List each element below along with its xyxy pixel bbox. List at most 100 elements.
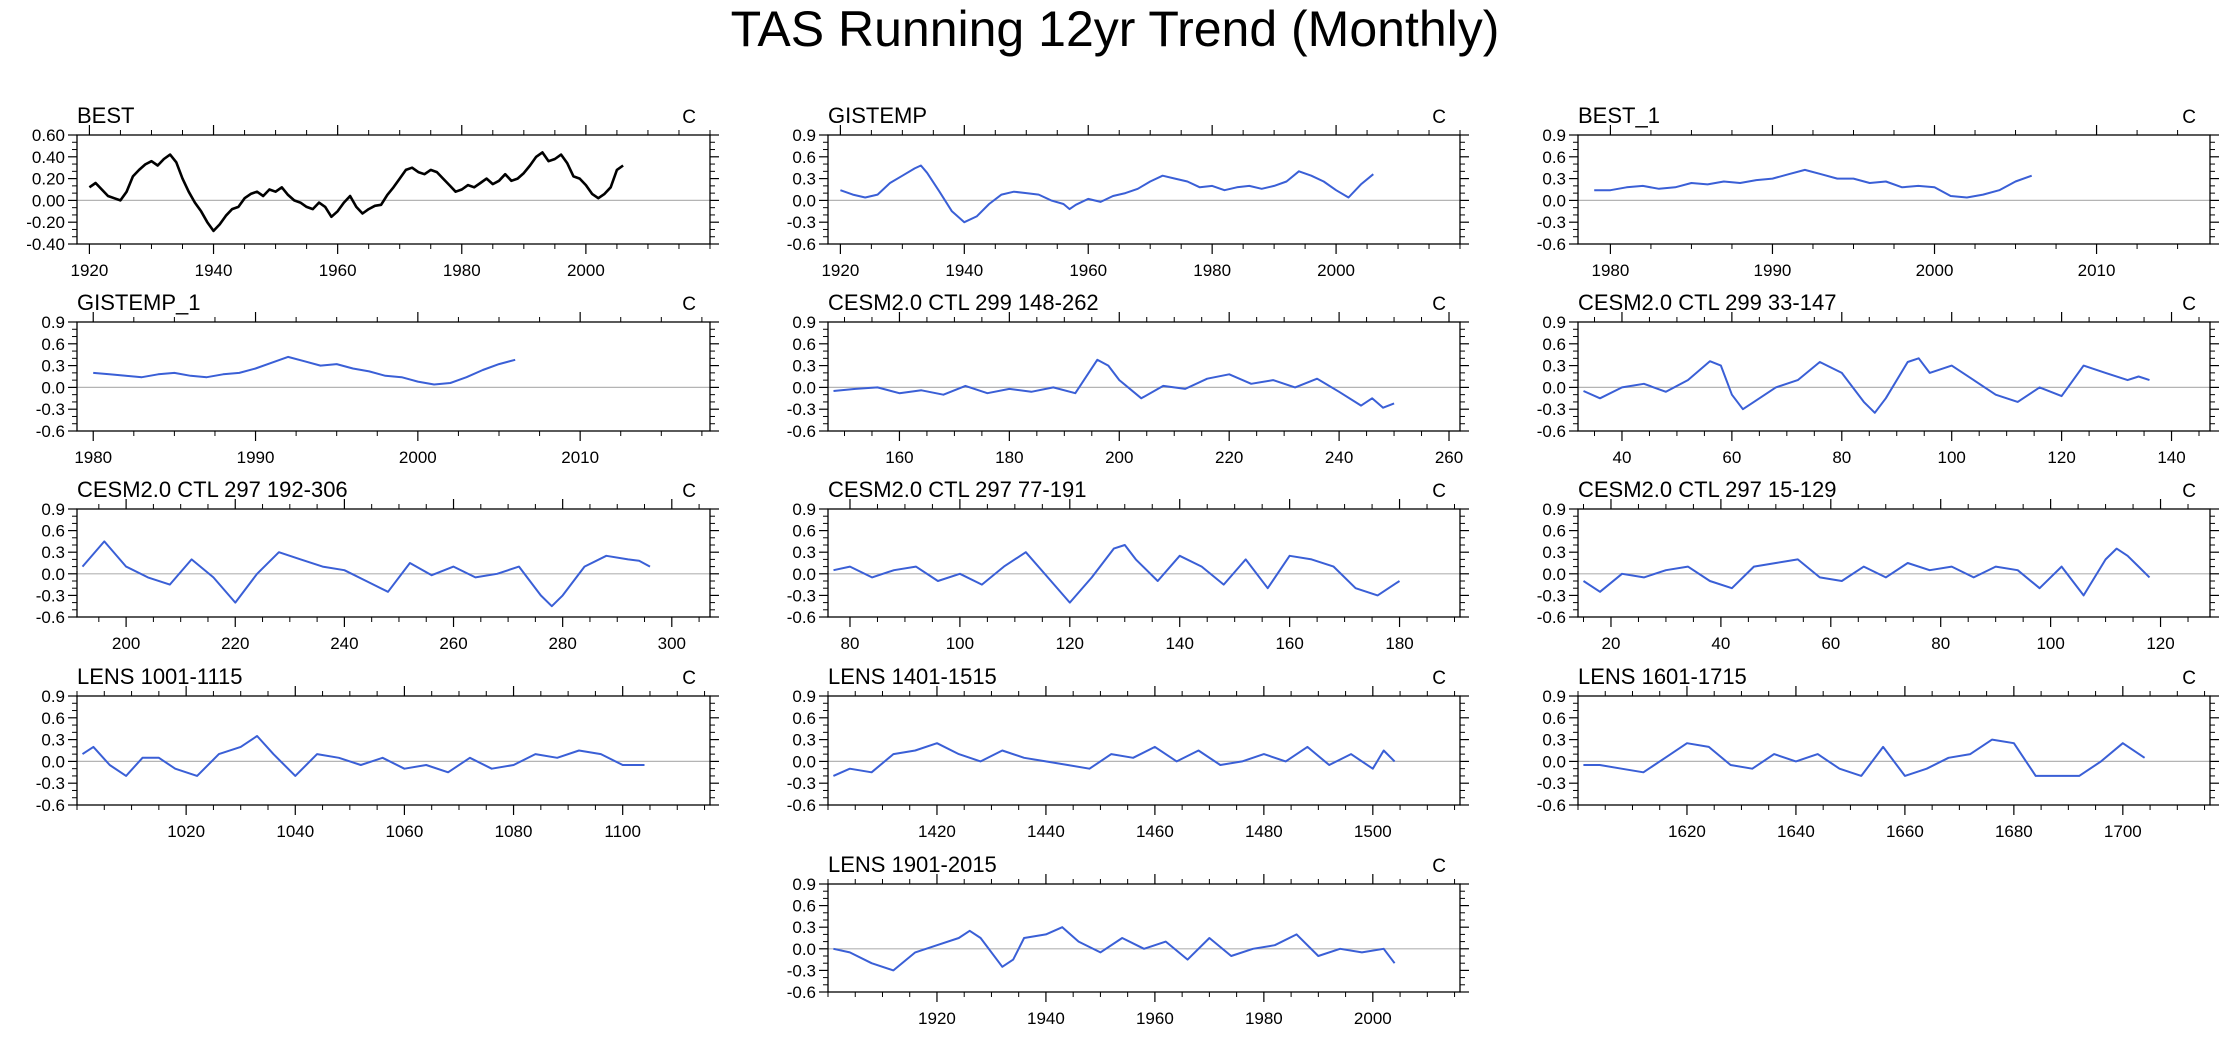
y-tick-label: 0.3 (41, 731, 65, 750)
x-tick-label: 260 (439, 634, 467, 653)
series-line (81, 735, 645, 777)
y-tick-label: -0.6 (1537, 235, 1566, 254)
y-tick-label: 0.9 (792, 313, 816, 332)
y-tick-label: -0.6 (36, 422, 65, 441)
series-line (832, 742, 1396, 777)
x-tick-label: 1940 (945, 261, 983, 280)
y-tick-label: 0.0 (1542, 378, 1566, 397)
y-tick-label: -0.6 (787, 983, 816, 1002)
y-tick-label: 0.3 (792, 731, 816, 750)
x-tick-label: 1960 (319, 261, 357, 280)
x-tick-label: 1980 (1591, 261, 1629, 280)
x-tick-label: 2000 (567, 261, 605, 280)
y-tick-label: 0.40 (32, 148, 65, 167)
y-tick-label: 0.0 (792, 378, 816, 397)
y-tick-label: 0.6 (1542, 522, 1566, 541)
x-tick-label: 180 (1385, 634, 1413, 653)
x-tick-label: 1700 (2104, 822, 2142, 841)
x-tick-label: 160 (885, 448, 913, 467)
y-tick-label: 0.9 (1542, 126, 1566, 145)
panel-title: GISTEMP (828, 103, 927, 128)
y-tick-label: 0.9 (792, 500, 816, 519)
panel-best: -0.40 -0.20 0.00 0.20 0.40 0.60 1920 1940 1960 19… (26, 103, 719, 280)
plot-frame (76, 134, 711, 245)
y-tick-label: -0.3 (787, 400, 816, 419)
y-tick-label: -0.3 (36, 400, 65, 419)
x-tick-label: 1680 (1995, 822, 2033, 841)
panel-title: CESM2.0 CTL 297 192-306 (77, 477, 348, 502)
y-tick-label: 0.3 (1542, 357, 1566, 376)
y-tick-label: 0.60 (32, 126, 65, 145)
y-tick-label: 0.0 (41, 565, 65, 584)
y-tick-label: 0.0 (41, 378, 65, 397)
panel-unit: C (1432, 668, 1446, 689)
x-tick-label: 1960 (1136, 1009, 1174, 1028)
panel-unit: C (1432, 107, 1446, 128)
x-tick-label: 1920 (70, 261, 108, 280)
figure-title: TAS Running 12yr Trend (Monthly) (730, 1, 1500, 57)
y-tick-label: -0.40 (26, 235, 65, 254)
x-tick-label: 1420 (918, 822, 956, 841)
y-tick-label: -0.3 (787, 774, 816, 793)
y-tick-label: -0.3 (787, 213, 816, 232)
y-tick-label: -0.6 (787, 608, 816, 627)
series-line (81, 540, 651, 608)
y-tick-label: -0.3 (787, 586, 816, 605)
panel-cesm2-0-ctl-297-192-306: -0.6 -0.3 0.0 0.3 0.6 0.9 200 220 240 260 280 300 CE… (36, 477, 719, 653)
y-tick-label: 0.9 (1542, 500, 1566, 519)
x-tick-label: 200 (1105, 448, 1133, 467)
x-tick-label: 240 (330, 634, 358, 653)
y-tick-label: 0.9 (1542, 687, 1566, 706)
x-tick-label: 1440 (1027, 822, 1065, 841)
y-tick-label: 0.20 (32, 170, 65, 189)
plot-frame (827, 134, 1461, 245)
y-tick-label: 0.0 (1542, 565, 1566, 584)
panel-unit: C (2182, 668, 2196, 689)
x-tick-label: 120 (1056, 634, 1084, 653)
panel-title: BEST (77, 103, 134, 128)
y-tick-label: 0.3 (792, 170, 816, 189)
x-tick-label: 2010 (2078, 261, 2116, 280)
panel-lens-1901-2015: -0.6 -0.3 0.0 0.3 0.6 0.9 1920 1940 1960 1980 2000… (787, 852, 1469, 1028)
x-tick-label: 2000 (399, 448, 437, 467)
y-tick-label: 0.6 (1542, 148, 1566, 167)
series-line (1594, 168, 2033, 199)
x-tick-label: 1640 (1777, 822, 1815, 841)
y-tick-label: 0.3 (792, 543, 816, 562)
panel-cesm2-0-ctl-299-33-147: -0.6 -0.3 0.0 0.3 0.6 0.9 40 60 80 100 120 140 CESM2… (1537, 290, 2219, 467)
x-tick-label: 40 (1711, 634, 1730, 653)
series-line (1583, 357, 2150, 414)
x-tick-label: 60 (1722, 448, 1741, 467)
x-tick-label: 100 (2036, 634, 2064, 653)
x-tick-label: 1100 (604, 822, 641, 841)
y-tick-label: 0.3 (1542, 170, 1566, 189)
x-tick-label: 1980 (1245, 1009, 1283, 1028)
panel-unit: C (1432, 481, 1446, 502)
y-tick-label: -0.3 (36, 774, 65, 793)
series-line (93, 355, 516, 386)
y-tick-label: -0.20 (26, 213, 65, 232)
x-tick-label: 2000 (1916, 261, 1954, 280)
panel-title: CESM2.0 CTL 297 77-191 (828, 477, 1086, 502)
y-tick-label: 0.9 (792, 875, 816, 894)
panel-unit: C (682, 668, 696, 689)
panel-title: LENS 1901-2015 (828, 852, 997, 877)
y-tick-label: -0.6 (787, 235, 816, 254)
panel-gistemp: -0.6 -0.3 0.0 0.3 0.6 0.9 1920 1940 1960 1980 2000… (787, 103, 1469, 280)
panel-unit: C (2182, 107, 2196, 128)
series-line (88, 151, 624, 233)
y-tick-label: 0.9 (41, 500, 65, 519)
y-tick-label: -0.6 (787, 422, 816, 441)
y-tick-label: 0.6 (1542, 335, 1566, 354)
x-tick-label: 280 (548, 634, 576, 653)
panel-unit: C (682, 481, 696, 502)
plot-frame (76, 508, 711, 618)
y-tick-label: 0.0 (41, 752, 65, 771)
y-tick-label: -0.3 (1537, 213, 1566, 232)
x-tick-label: 2000 (1354, 1009, 1392, 1028)
x-tick-label: 140 (2157, 448, 2185, 467)
y-tick-label: 0.6 (792, 897, 816, 916)
panel-cesm2-0-ctl-297-77-191: -0.6 -0.3 0.0 0.3 0.6 0.9 80 100 120 140 160 180 CES… (787, 477, 1469, 653)
y-tick-label: 0.3 (792, 357, 816, 376)
